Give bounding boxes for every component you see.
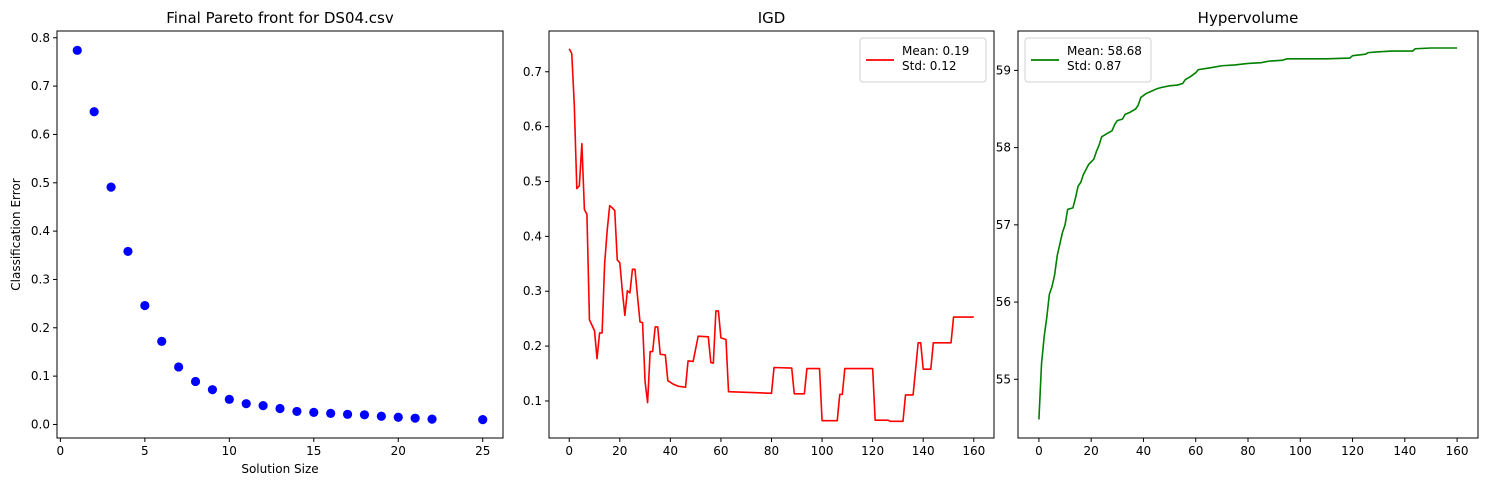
y-tick-label: 0.5 bbox=[31, 176, 50, 190]
data-point-4 bbox=[123, 246, 133, 257]
y-tick-label: 0.4 bbox=[31, 224, 50, 238]
series-line-1 bbox=[1038, 47, 1458, 420]
data-point-20 bbox=[393, 412, 403, 422]
chart-1: Final Pareto front for DS04.csv 0 5 10 15 20 2… bbox=[9, 9, 504, 476]
y-tick-label: 0.7 bbox=[31, 79, 50, 93]
legend-label: Std: 0.87 bbox=[1067, 59, 1122, 73]
chart-title: IGD bbox=[758, 9, 786, 27]
x-tick-label: 160 bbox=[1446, 444, 1469, 458]
data-point-10 bbox=[224, 394, 234, 404]
x-tick-label: 5 bbox=[141, 444, 149, 458]
y-tick-label: 0.8 bbox=[31, 31, 50, 45]
legend-label: Mean: 58.68 bbox=[1067, 44, 1142, 58]
x-tick-label: 120 bbox=[861, 444, 884, 458]
axes-frame bbox=[56, 30, 504, 439]
chart-title: Hypervolume bbox=[1198, 9, 1299, 27]
data-point-6 bbox=[157, 336, 167, 346]
chart-2: IGD 0 20 40 60 80 100 120 140 160 0.1 0.2 0.3 0.4 0.5 0… bbox=[523, 9, 995, 458]
data-point-13 bbox=[275, 403, 285, 414]
data-point-18 bbox=[359, 410, 370, 420]
data-point-1 bbox=[72, 45, 82, 55]
chart-title: Final Pareto front for DS04.csv bbox=[166, 9, 394, 27]
y-tick-label: 0.4 bbox=[523, 229, 542, 243]
data-point-3 bbox=[106, 182, 116, 192]
y-tick-label: 55 bbox=[996, 372, 1011, 386]
x-tick-label: 10 bbox=[222, 444, 237, 458]
series-line-1 bbox=[568, 48, 974, 423]
x-tick-label: 80 bbox=[1240, 444, 1255, 458]
y-tick-label: 58 bbox=[996, 141, 1011, 155]
y-tick-label: 57 bbox=[996, 218, 1011, 232]
x-tick-label: 120 bbox=[1341, 444, 1364, 458]
y-tick-label: 0.5 bbox=[523, 174, 542, 188]
data-point-19 bbox=[376, 411, 386, 421]
data-point-5 bbox=[140, 300, 150, 311]
y-tick-label: 0.1 bbox=[523, 394, 542, 408]
data-point-23 bbox=[478, 415, 488, 425]
data-point-21 bbox=[410, 413, 420, 423]
x-tick-label: 20 bbox=[612, 444, 627, 458]
x-tick-label: 20 bbox=[1084, 444, 1099, 458]
y-tick-label: 56 bbox=[996, 295, 1011, 309]
data-point-2 bbox=[89, 107, 99, 117]
data-point-16 bbox=[326, 408, 336, 418]
x-tick-label: 60 bbox=[713, 444, 728, 458]
data-point-14 bbox=[292, 406, 302, 417]
y-tick-label: 0.3 bbox=[31, 272, 50, 286]
y-tick-label: 0.2 bbox=[31, 321, 50, 335]
x-tick-label: 140 bbox=[912, 444, 935, 458]
data-point-7 bbox=[174, 362, 184, 372]
y-tick-label: 0.1 bbox=[31, 369, 50, 383]
x-tick-label: 0 bbox=[565, 444, 573, 458]
y-tick-label: 59 bbox=[996, 63, 1011, 77]
x-tick-label: 100 bbox=[811, 444, 834, 458]
data-point-8 bbox=[190, 376, 201, 387]
x-tick-label: 100 bbox=[1289, 444, 1312, 458]
legend-box bbox=[1024, 37, 1152, 83]
x-tick-label: 60 bbox=[1188, 444, 1203, 458]
x-tick-label: 140 bbox=[1393, 444, 1416, 458]
x-tick-label: 40 bbox=[1136, 444, 1151, 458]
data-point-22 bbox=[427, 414, 437, 424]
chart-3: Hypervolume 0 20 40 60 80 100 120 140 160 55 56 57 58… bbox=[996, 9, 1479, 458]
legend-label: Mean: 0.19 bbox=[902, 44, 969, 58]
x-tick-label: 20 bbox=[391, 444, 406, 458]
data-point-17 bbox=[342, 409, 353, 419]
legend-box bbox=[859, 37, 987, 83]
x-axis-label: Solution Size bbox=[241, 462, 318, 476]
y-tick-label: 0.2 bbox=[523, 339, 542, 353]
data-point-9 bbox=[207, 385, 218, 395]
x-tick-label: 80 bbox=[764, 444, 779, 458]
y-tick-label: 0.3 bbox=[523, 284, 542, 298]
y-tick-label: 0.0 bbox=[31, 417, 50, 431]
data-point-11 bbox=[241, 399, 251, 409]
x-tick-label: 160 bbox=[962, 444, 985, 458]
y-tick-label: 0.6 bbox=[523, 120, 542, 134]
axes-frame bbox=[1017, 30, 1479, 439]
y-tick-label: 0.7 bbox=[523, 65, 542, 79]
x-tick-label: 15 bbox=[306, 444, 321, 458]
x-tick-label: 0 bbox=[1035, 444, 1043, 458]
x-tick-label: 40 bbox=[663, 444, 678, 458]
data-point-12 bbox=[258, 401, 268, 411]
data-point-15 bbox=[309, 407, 319, 417]
x-tick-label: 0 bbox=[57, 444, 65, 458]
x-tick-label: 25 bbox=[475, 444, 490, 458]
y-tick-label: 0.6 bbox=[31, 127, 50, 141]
y-axis-label: Classification Error bbox=[9, 178, 23, 291]
legend-label: Std: 0.12 bbox=[902, 59, 957, 73]
